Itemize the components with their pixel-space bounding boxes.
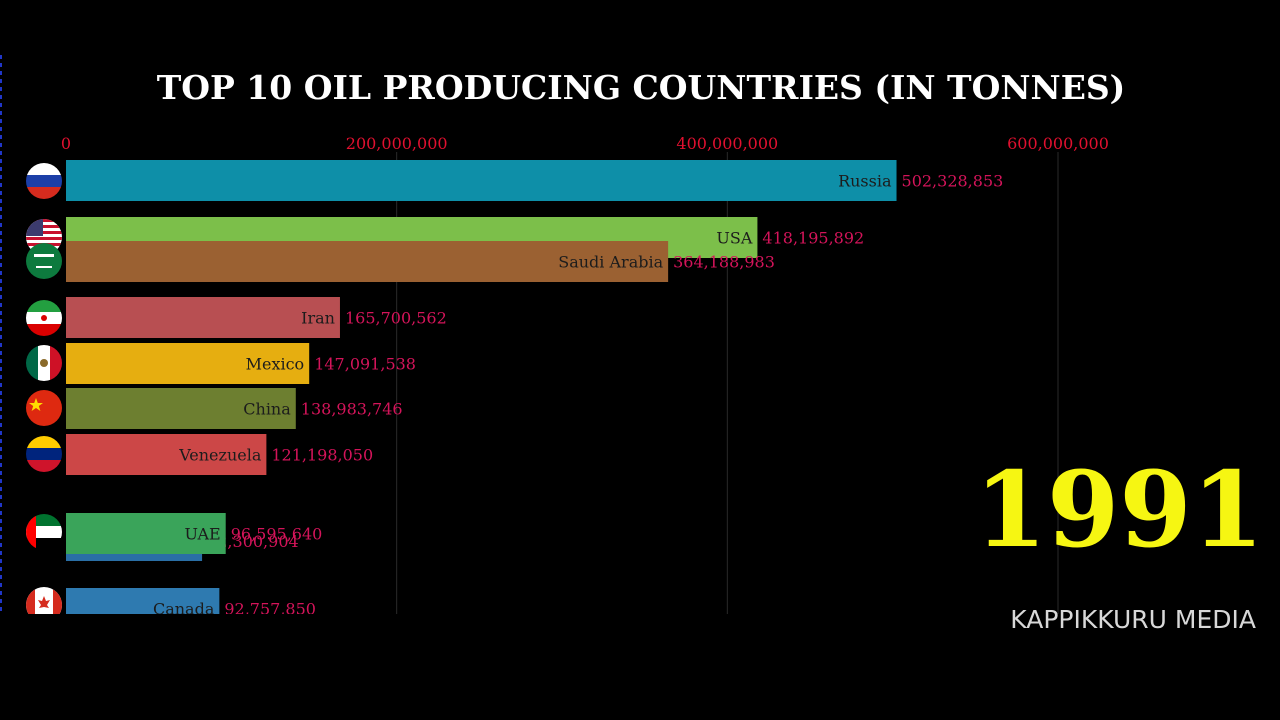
bar-category-label: Venezuela — [178, 446, 262, 465]
chart-title: TOP 10 OIL PRODUCING COUNTRIES (IN TONNE… — [157, 68, 1126, 107]
bar-value-label: 96,595,640 — [231, 525, 323, 544]
x-tick-label: 0 — [61, 134, 71, 153]
bar — [66, 434, 267, 475]
bar-value-label: 92,757,850 — [224, 600, 316, 619]
watermark: KAPPIKKURU MEDIA — [1010, 605, 1256, 634]
mexico-flag-icon — [26, 345, 62, 381]
bar-value-label: 121,198,050 — [271, 446, 373, 465]
iran-flag-icon — [26, 300, 62, 336]
x-tick-labels: 0 200,000,000 400,000,000 600,000,000 — [61, 134, 1109, 153]
bar-category-label: Russia — [838, 172, 892, 191]
bar-value-label: 502,328,853 — [902, 172, 1004, 191]
bar — [66, 388, 296, 429]
bar-group: Iran 165,700,562 — [66, 297, 447, 338]
bar — [66, 513, 226, 554]
bar-group: China 138,983,746 — [66, 388, 403, 429]
bar-value-label: 82,300,904 — [207, 532, 299, 551]
bar-value-label: 364,188,983 — [673, 253, 775, 272]
uae-flag-icon — [26, 514, 62, 550]
bar-group: Russia 502,328,853 — [66, 160, 1003, 201]
venezuela-flag-icon — [26, 436, 62, 472]
bar-value-label: 138,983,746 — [301, 400, 403, 419]
flags — [0, 163, 90, 634]
bar — [66, 160, 897, 201]
x-tick-label: 600,000,000 — [1007, 134, 1109, 153]
bar-group: Venezuela 121,198,050 — [66, 434, 373, 475]
china-flag-icon — [26, 390, 62, 426]
year-label: 1991 — [975, 448, 1264, 571]
bar-category-label: Saudi Arabia — [558, 253, 663, 272]
x-tick-label: 200,000,000 — [346, 134, 448, 153]
bar-category-label: Iran — [301, 309, 335, 328]
bar-group: Canada 92,757,850 — [66, 588, 316, 619]
bar — [66, 297, 340, 338]
bar-category-label: USA — [716, 229, 752, 248]
bar-category-label: Mexico — [246, 355, 305, 374]
bar — [66, 588, 220, 614]
bar-value-label: 147,091,538 — [314, 355, 416, 374]
bar-category-label: China — [243, 400, 291, 419]
saudi-arabia-flag-icon — [26, 243, 62, 279]
bar-group: UAE 96,595,640 — [66, 513, 322, 554]
bar-value-label: 165,700,562 — [345, 309, 447, 328]
bar-category-label: UAE — [184, 525, 220, 544]
bar — [66, 343, 310, 384]
bar — [66, 241, 669, 282]
x-tick-label: 400,000,000 — [676, 134, 778, 153]
bar-value-label: 418,195,892 — [762, 229, 864, 248]
bar-group: Saudi Arabia 364,188,983 — [66, 241, 775, 282]
russia-flag-icon — [26, 163, 62, 199]
bar-group: Mexico 147,091,538 — [66, 343, 416, 384]
bar-category-label: Canada — [153, 600, 215, 619]
